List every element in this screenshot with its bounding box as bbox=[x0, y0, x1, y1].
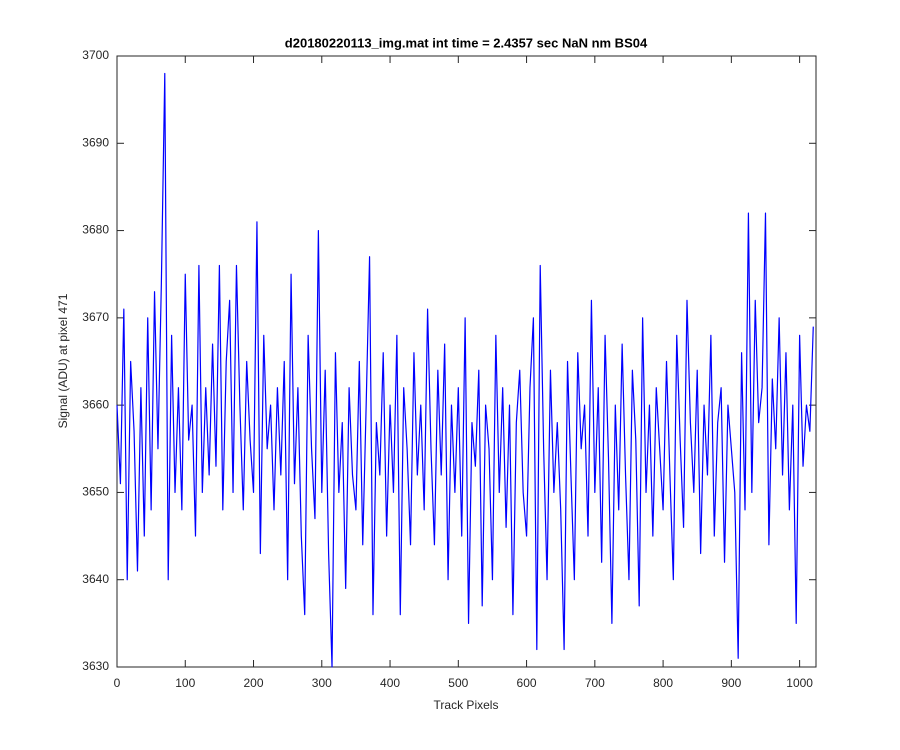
y-axis-label: Signal (ADU) at pixel 471 bbox=[56, 293, 70, 428]
x-tick-label: 200 bbox=[244, 676, 264, 690]
x-tick-label: 0 bbox=[114, 676, 121, 690]
x-tick-label: 400 bbox=[380, 676, 400, 690]
plot-box bbox=[116, 55, 817, 668]
x-tick-label: 100 bbox=[175, 676, 195, 690]
x-tick-label: 700 bbox=[585, 676, 605, 690]
x-tick-label: 800 bbox=[653, 676, 673, 690]
x-tick-label: 500 bbox=[448, 676, 468, 690]
y-tick-label: 3640 bbox=[82, 572, 109, 586]
x-tick-label: 600 bbox=[517, 676, 537, 690]
x-tick-label: 1000 bbox=[786, 676, 813, 690]
x-axis-label: Track Pixels bbox=[434, 698, 499, 712]
data-line bbox=[116, 72, 814, 668]
x-tick-label: 300 bbox=[312, 676, 332, 690]
chart-title: d20180220113_img.mat int time = 2.4357 s… bbox=[285, 35, 648, 50]
y-tick-label: 3650 bbox=[82, 485, 109, 499]
y-tick-label: 3680 bbox=[82, 223, 109, 237]
y-tick-label: 3700 bbox=[82, 48, 109, 62]
y-tick-label: 3630 bbox=[82, 659, 109, 673]
y-tick-label: 3660 bbox=[82, 397, 109, 411]
x-tick-label: 900 bbox=[721, 676, 741, 690]
y-tick-label: 3690 bbox=[82, 135, 109, 149]
y-tick-label: 3670 bbox=[82, 310, 109, 324]
